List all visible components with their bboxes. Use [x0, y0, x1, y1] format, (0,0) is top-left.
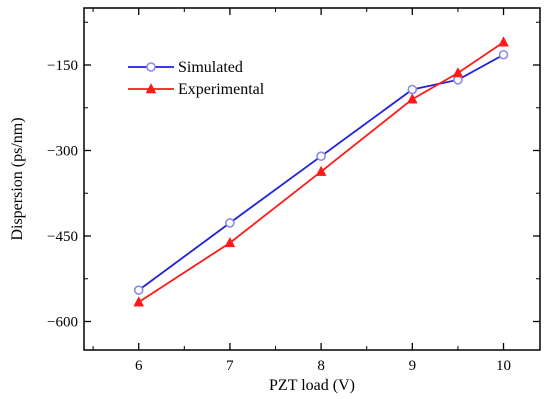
x-tick-label: 6: [135, 358, 143, 374]
y-tick-label: −150: [47, 58, 78, 74]
data-point-experimental: [452, 67, 464, 78]
series-line-simulated: [138, 53, 504, 291]
y-tick-label: −600: [47, 315, 78, 331]
plot-area: [133, 36, 509, 307]
x-tick-label: 7: [226, 358, 234, 374]
data-point-experimental: [224, 236, 236, 248]
series-line-experimental: [138, 41, 505, 303]
x-tick-label: 10: [496, 358, 511, 374]
data-point-experimental: [498, 36, 509, 47]
data-point-experimental: [133, 296, 145, 307]
x-tick-label: 9: [409, 358, 417, 374]
plot-frame: [83, 7, 541, 351]
legend: Simulated Experimental: [128, 59, 265, 98]
data-point-simulated: [133, 285, 144, 295]
x-tick-label: 8: [317, 358, 325, 374]
legend-label-simulated: Simulated: [178, 59, 243, 76]
data-point-simulated: [407, 84, 418, 95]
axes: 6 7 8 9 10 −600 −450 −300 −150: [47, 7, 541, 374]
y-tick-label: −300: [47, 144, 78, 160]
data-point-experimental: [315, 165, 327, 176]
legend-label-experimental: Experimental: [178, 81, 265, 98]
data-point-simulated: [225, 218, 235, 228]
y-tick-label: −450: [47, 229, 78, 245]
data-point-experimental: [145, 83, 157, 94]
data-point-simulated: [498, 49, 509, 60]
data-point-experimental: [406, 93, 418, 104]
y-axis-label: Dispersion (ps/nm): [9, 117, 26, 240]
data-point-simulated: [146, 62, 156, 72]
x-axis-label: PZT load (V): [269, 377, 355, 394]
data-point-simulated: [316, 151, 326, 161]
